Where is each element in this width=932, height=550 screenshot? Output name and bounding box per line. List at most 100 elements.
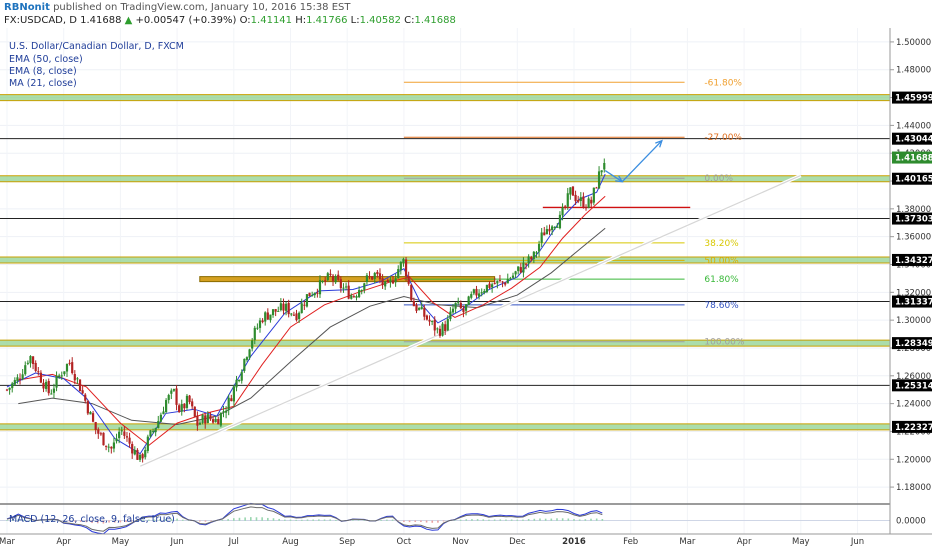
- support-zone: [0, 340, 890, 347]
- macd-histogram-bar: [261, 517, 263, 521]
- key-level-label: 1.45999: [895, 94, 932, 104]
- candle-body: [558, 214, 562, 229]
- price-tick-label: 1.48000: [896, 66, 931, 76]
- candle-body: [412, 300, 415, 307]
- candle-body: [224, 410, 228, 413]
- candle-body: [368, 276, 371, 278]
- legend-ema50[interactable]: EMA (50, close): [9, 54, 83, 65]
- macd-histogram-bar: [113, 520, 116, 523]
- candle-body: [318, 280, 322, 295]
- candle-body: [574, 194, 577, 202]
- candle-body: [459, 302, 462, 309]
- macd-histogram-bar: [363, 520, 366, 521]
- candle-body: [157, 420, 160, 428]
- macd-histogram-bar: [414, 520, 417, 522]
- macd-histogram-bar: [85, 520, 88, 523]
- candle-body: [185, 395, 189, 408]
- macd-histogram-bar: [23, 519, 25, 521]
- macd-histogram-bar: [493, 519, 496, 521]
- candle-body: [91, 413, 95, 422]
- price-tick-label: 1.38000: [896, 205, 931, 215]
- candle-body: [245, 357, 249, 360]
- macd-histogram-bar: [96, 520, 99, 524]
- price-axis[interactable]: 1.180001.200001.220001.240001.260001.280…: [890, 38, 932, 527]
- candle-body: [266, 312, 269, 320]
- candle-body: [261, 320, 264, 323]
- author-link[interactable]: RBNonit: [4, 2, 50, 13]
- macd-histogram-bar: [352, 520, 354, 521]
- time-tick-label: Mar: [0, 537, 16, 547]
- symbol-label: FX:USDCAD, D: [4, 15, 77, 26]
- macd-histogram-bar: [119, 520, 122, 523]
- candle-body: [50, 393, 53, 395]
- candle-body: [441, 323, 444, 336]
- candle-body: [24, 365, 27, 375]
- candle-body: [42, 382, 45, 389]
- candle-body: [8, 387, 11, 390]
- candle-body: [358, 290, 361, 298]
- candle-body: [238, 380, 241, 382]
- candle-body: [183, 403, 186, 409]
- candle-body: [29, 356, 32, 364]
- price-chart[interactable]: -61.80% -27.00% 0.00% 38.20% 50.00% 61.80% 78.…: [0, 28, 932, 550]
- candle-body: [243, 358, 246, 371]
- candle-body: [300, 303, 303, 314]
- change-value: +0.00547 (+0.39%): [135, 15, 237, 26]
- candle-body: [415, 304, 418, 311]
- ohlc-info: FX:USDCAD, D 1.41688 ▲ +0.00547 (+0.39%)…: [4, 15, 456, 26]
- macd-histogram-bar: [499, 519, 502, 521]
- candle-body: [258, 320, 262, 328]
- legend-ema8[interactable]: EMA (8, close): [9, 66, 77, 77]
- candle-body: [485, 284, 489, 292]
- candle-body: [290, 313, 293, 315]
- candle-body: [26, 362, 29, 364]
- candle-body: [81, 390, 84, 394]
- candle-body: [551, 226, 554, 231]
- fib-level-label: -27.00%: [704, 133, 742, 143]
- macd-histogram-bar: [289, 519, 292, 521]
- candle-body: [498, 280, 502, 282]
- legend-macd[interactable]: MACD (12, 26, close, 9, false, true): [9, 514, 175, 525]
- macd-histogram-bar: [312, 519, 314, 521]
- macd-histogram-bar: [397, 520, 400, 522]
- price-tick-label: 1.26000: [896, 372, 931, 382]
- macd-histogram-bar: [420, 520, 422, 522]
- candle-body: [472, 289, 475, 294]
- candle-body: [433, 319, 436, 331]
- candle-body: [97, 429, 100, 434]
- key-level-label: 1.34327: [895, 256, 932, 266]
- high-value: 1.41766: [306, 15, 348, 26]
- price-tick-label: 1.44000: [896, 121, 931, 131]
- candle-body: [577, 200, 580, 202]
- candlesticks: [5, 158, 606, 463]
- macd-histogram-bar: [267, 517, 269, 521]
- macd-histogram-bar: [17, 519, 20, 521]
- candle-body: [11, 383, 14, 389]
- candle-body: [530, 257, 533, 260]
- macd-histogram-bar: [278, 518, 280, 521]
- candle-body: [253, 327, 256, 341]
- candle-body: [582, 196, 585, 208]
- fib-level-label: 38.20%: [704, 239, 739, 249]
- candle-body: [204, 415, 207, 424]
- macd-histogram-bar: [567, 518, 570, 521]
- macd-histogram-bar: [590, 518, 592, 521]
- candle-body: [105, 445, 108, 447]
- high-label: H:: [295, 15, 307, 26]
- candle-body: [339, 279, 342, 289]
- candle-body: [45, 381, 48, 389]
- macd-histogram-bar: [79, 520, 82, 522]
- price-tick-label: 1.30000: [896, 316, 931, 326]
- macd-histogram-bar: [68, 520, 71, 522]
- candle-body: [146, 436, 149, 451]
- legend-ma21[interactable]: MA (21, close): [9, 78, 77, 89]
- candle-body: [404, 259, 408, 277]
- macd-histogram-bar: [210, 520, 212, 522]
- time-axis[interactable]: Mar Apr May Jun Jul Aug Sep Oct Nov Dec 2016 Feb Mar…: [0, 537, 864, 547]
- candle-body: [102, 432, 105, 446]
- candle-body: [125, 436, 129, 438]
- macd-signal-line: [6, 506, 603, 532]
- candle-body: [446, 318, 449, 331]
- candle-body: [191, 401, 194, 407]
- candle-body: [211, 419, 215, 423]
